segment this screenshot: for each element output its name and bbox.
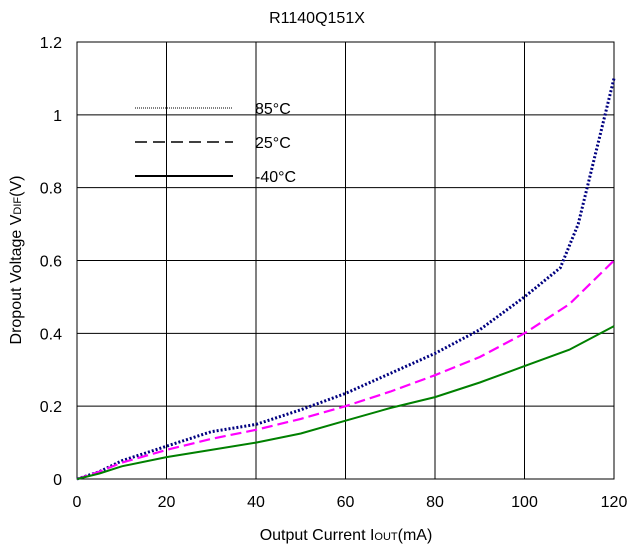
x-axis-label-tail: (mA) (398, 527, 433, 544)
y-axis-label-tail: (V) (8, 176, 25, 197)
x-axis-label: Output Current IOUT(mA) (260, 527, 433, 544)
y-tick-label: 1 (53, 108, 62, 125)
y-tick-label: 0 (53, 472, 62, 489)
series-line-1 (76, 78, 616, 481)
y-tick-label: 0.8 (40, 181, 62, 198)
y-axis-label-main: Dropout Voltage V (8, 214, 25, 344)
y-axis-label-sub: DIF (12, 197, 24, 215)
y-axis-ticks: 0 0.2 0.4 0.6 0.8 1 1.2 (40, 35, 62, 489)
chart-title: R1140Q151X (269, 10, 365, 27)
y-tick-label: 1.2 (40, 35, 62, 52)
x-tick-label: 120 (601, 494, 628, 511)
x-axis-label-sub: OUT (374, 531, 398, 543)
x-tick-label: 20 (158, 494, 176, 511)
x-tick-label: 0 (73, 494, 82, 511)
plot-frame (76, 41, 615, 480)
legend: 85°C 25°C -40°C (135, 101, 296, 186)
x-tick-label: 40 (247, 494, 265, 511)
series-line-2 (76, 259, 615, 481)
x-tick-label: 80 (426, 494, 444, 511)
legend-label-1: 85°C (255, 101, 291, 118)
y-tick-label: 0.6 (40, 254, 62, 271)
series-lines (76, 78, 616, 481)
legend-label-3: -40°C (255, 169, 296, 186)
x-tick-label: 100 (511, 494, 538, 511)
legend-label-2: 25°C (255, 135, 291, 152)
y-tick-label: 0.4 (40, 326, 62, 343)
y-axis-label: Dropout Voltage VDIF(V) (8, 176, 25, 345)
x-axis-label-main: Output Current I (260, 527, 375, 544)
x-tick-label: 60 (337, 494, 355, 511)
y-tick-label: 0.2 (40, 399, 62, 416)
x-axis-ticks: 0 20 40 60 80 100 120 (73, 494, 628, 511)
series-line-3 (76, 325, 615, 480)
